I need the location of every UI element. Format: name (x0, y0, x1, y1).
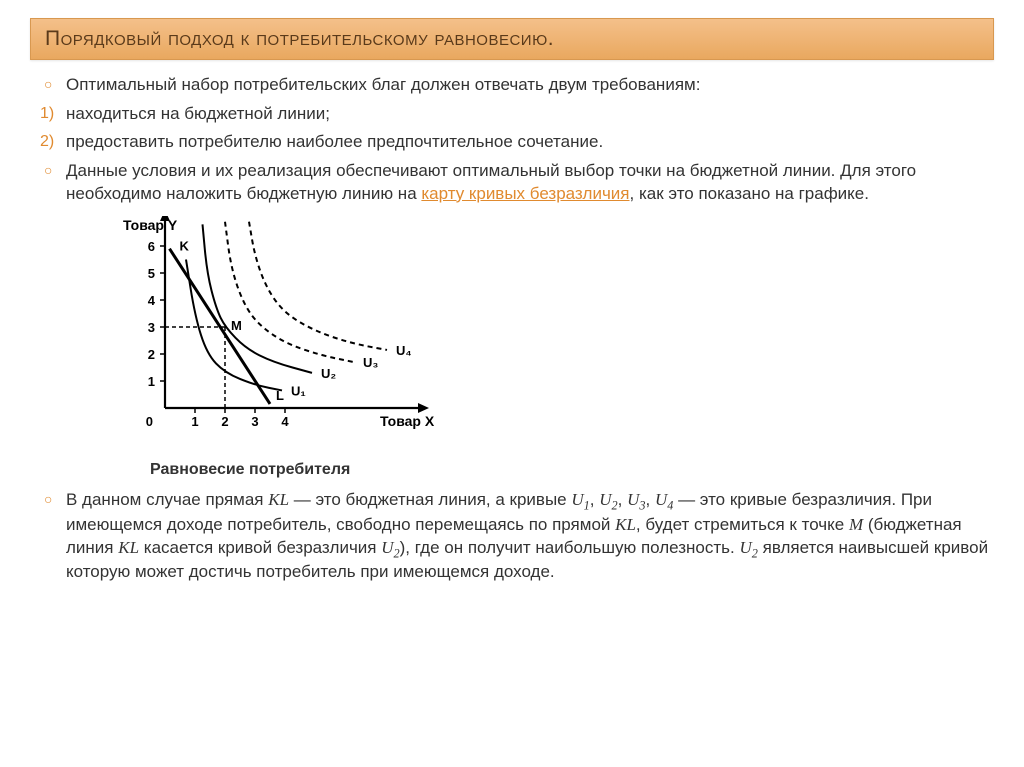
svg-text:K: K (180, 238, 190, 253)
slide-title: Порядковый подход к потребительскому рав… (30, 18, 994, 60)
svg-text:4: 4 (281, 414, 289, 429)
svg-text:L: L (276, 388, 284, 403)
svg-text:1: 1 (148, 374, 155, 389)
text: — это бюджетная линия, а кривые (289, 490, 571, 509)
svg-text:6: 6 (148, 239, 155, 254)
svg-text:U₁: U₁ (291, 383, 306, 398)
var-U2: U2 (381, 538, 399, 557)
var-U4: U4 (655, 490, 673, 509)
bullet-item: Данные условия и их реализация обеспечив… (44, 160, 994, 206)
var-KL: KL (268, 490, 289, 509)
numbered-list: находиться на бюджетной линии; предостав… (30, 103, 994, 154)
svg-text:2: 2 (221, 414, 228, 429)
text: , (590, 490, 599, 509)
var-U3: U3 (627, 490, 645, 509)
bullet-item: В данном случае прямая KL — это бюджетна… (44, 489, 994, 585)
svg-text:1: 1 (191, 414, 198, 429)
equilibrium-chart: 1 2 3 4 1 2 3 4 5 6 0 Товар Y Товар X K L M U₁ U₂ U₃ U₄ (120, 216, 994, 451)
var-U1: U1 (571, 490, 589, 509)
text: , (645, 490, 654, 509)
var-U2: U2 (599, 490, 617, 509)
svg-text:U₄: U₄ (396, 343, 412, 358)
text: , будет стремиться к точке (636, 515, 849, 534)
svg-text:Товар X: Товар X (380, 413, 435, 429)
var-KL: KL (615, 515, 636, 534)
var-M: M (849, 515, 863, 534)
svg-text:M: M (231, 318, 242, 333)
text: В данном случае прямая (66, 490, 268, 509)
svg-text:3: 3 (148, 320, 155, 335)
svg-text:4: 4 (148, 293, 156, 308)
bullet-list-1: Оптимальный набор потребительских благ д… (30, 74, 994, 97)
indifference-map-link[interactable]: карту кривых безразличия (421, 184, 629, 203)
bullet-item: Оптимальный набор потребительских благ д… (44, 74, 994, 97)
num-item: предоставить потребителю наиболее предпо… (66, 131, 994, 154)
chart-caption: Равновесие потребителя (150, 461, 994, 479)
text: касается кривой безразличия (139, 538, 381, 557)
svg-text:5: 5 (148, 266, 155, 281)
svg-text:U₂: U₂ (321, 366, 336, 381)
svg-text:U₃: U₃ (363, 355, 378, 370)
bullet-list-2: Данные условия и их реализация обеспечив… (30, 160, 994, 206)
text: , (618, 490, 627, 509)
svg-text:Товар Y: Товар Y (123, 217, 178, 233)
svg-text:2: 2 (148, 347, 155, 362)
svg-text:3: 3 (251, 414, 258, 429)
svg-text:0: 0 (146, 414, 153, 429)
num-item: находиться на бюджетной линии; (66, 103, 994, 126)
text: ), где он получит наибольшую полезность. (400, 538, 740, 557)
text: , как это показано на графике. (630, 184, 869, 203)
var-KL: KL (118, 538, 139, 557)
var-U2: U2 (739, 538, 757, 557)
bullet-list-3: В данном случае прямая KL — это бюджетна… (30, 489, 994, 585)
